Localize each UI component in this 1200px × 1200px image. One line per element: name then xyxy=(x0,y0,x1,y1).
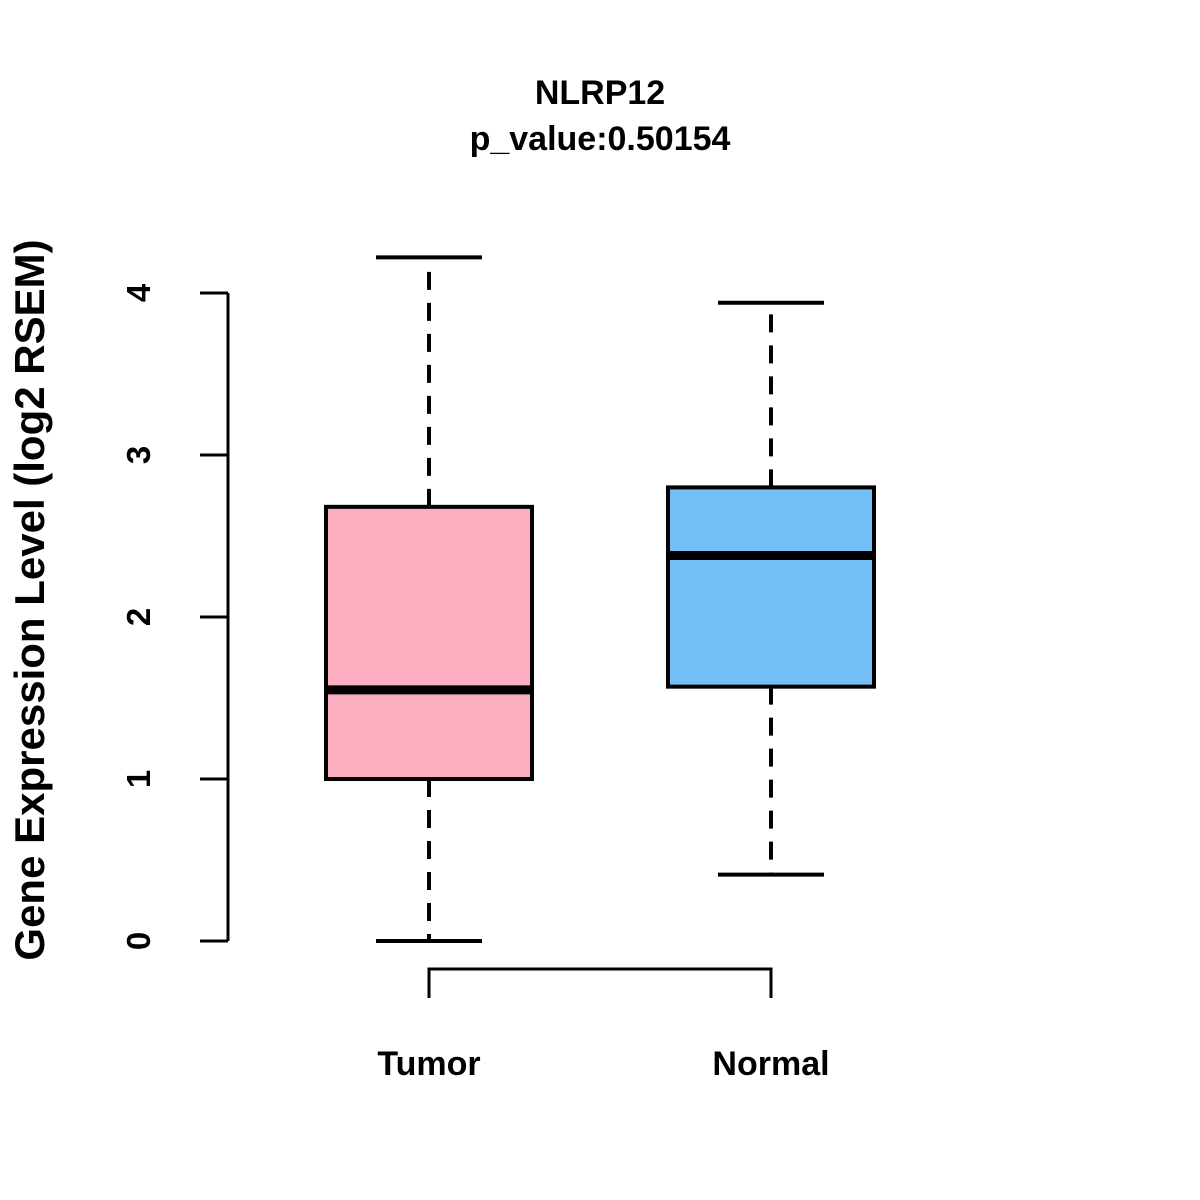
box-tumor xyxy=(324,255,534,943)
iqr-box xyxy=(666,485,876,689)
iqr-box xyxy=(324,504,534,781)
x-axis-bracket-path xyxy=(427,967,773,998)
x-axis-bracket xyxy=(427,967,773,998)
y-axis-label: Gene Expression Level (log2 RSEM) xyxy=(6,239,53,960)
box-normal xyxy=(666,300,876,877)
x-axis-labels: Tumor Normal xyxy=(377,1045,829,1083)
y-axis: 0 1 2 3 4 xyxy=(120,283,230,950)
category-label-normal: Normal xyxy=(712,1045,829,1083)
category-label-tumor: Tumor xyxy=(377,1045,480,1083)
y-tick-label: 0 xyxy=(120,932,157,950)
y-tick-label: 2 xyxy=(120,608,157,626)
y-tick-label: 3 xyxy=(120,446,157,464)
y-tick-label: 4 xyxy=(120,283,157,302)
y-tick-label: 1 xyxy=(120,770,157,788)
box-group xyxy=(324,255,876,943)
chart-subtitle: p_value:0.50154 xyxy=(470,120,731,158)
chart-title: NLRP12 xyxy=(535,74,665,112)
